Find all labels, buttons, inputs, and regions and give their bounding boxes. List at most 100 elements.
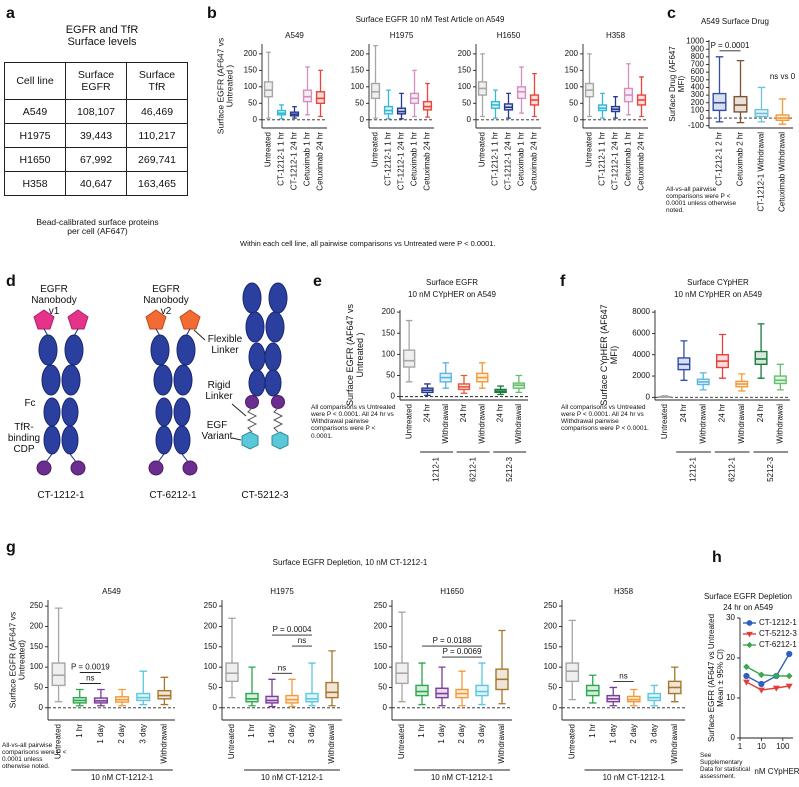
whisker-high <box>248 666 256 694</box>
y-tick-label: 0 <box>39 703 44 712</box>
box <box>157 690 172 700</box>
x-tick-label: Cetuximab 1 hr <box>410 132 419 187</box>
x-tick-label: 1 day <box>437 724 446 744</box>
y-tick-label: 250 <box>30 601 44 610</box>
x-tick-label: 3 day <box>307 724 316 744</box>
x-tick-label: Cetuximab 2 hr <box>736 132 745 187</box>
table-cell: 40,647 <box>65 171 127 196</box>
whisker-high <box>308 662 316 694</box>
panel-letter: d <box>6 273 16 290</box>
table-cell: 110,217 <box>126 123 188 148</box>
table-cell: A549 <box>4 99 66 124</box>
y-tick-label: 250 <box>544 601 558 610</box>
y-tick-label: 0 <box>574 115 579 124</box>
whisker-high <box>757 86 766 110</box>
whisker-high <box>139 670 148 694</box>
y-tick-label: 2000 <box>632 371 650 380</box>
whisker-high <box>719 333 726 355</box>
x-tick-label: CT-1212-1 1 hr <box>277 132 286 186</box>
table-row: H1975 39,443 110,217 <box>4 123 188 148</box>
y-tick-label: 50 <box>355 98 364 107</box>
table-cell: H358 <box>4 171 66 196</box>
y-axis-label: Surface EGFR (AF647 vs Untreated) <box>7 611 27 709</box>
whisker-high <box>328 650 336 683</box>
y-tick-label: 200 <box>374 622 388 631</box>
legend-marker <box>746 631 753 638</box>
whisker-high <box>425 82 430 102</box>
legend-label: CT-6212-1 <box>759 640 797 649</box>
x-tick-label: Cetuximab 1 hr <box>303 132 312 187</box>
y-tick-label: 250 <box>374 601 388 610</box>
whisker-high <box>498 629 506 670</box>
whisker-high <box>318 69 323 92</box>
whisker-high <box>292 105 297 113</box>
x-tick-label: CT-1212-1 24 hr <box>290 132 299 191</box>
whisker-low <box>418 695 426 706</box>
x-tick-label: 3 day <box>649 724 658 744</box>
whisker-low <box>458 697 466 707</box>
whisker-high <box>386 89 391 107</box>
box <box>422 100 433 111</box>
whisker-high <box>639 76 644 96</box>
y-tick-label: 200 <box>244 49 258 58</box>
y-tick-label: 6000 <box>632 329 650 338</box>
chart-subtitle: 24 hr on A549 <box>723 603 773 612</box>
y-tick-label: 100 <box>691 106 705 115</box>
y-tick-label: 200 <box>691 98 705 107</box>
significance-label: P = 0.0001 <box>711 41 750 50</box>
table-cell: 108,107 <box>65 99 127 124</box>
y-tick-label: 800 <box>691 52 705 61</box>
panel-letter: g <box>6 539 16 556</box>
group-label: 6212-1 <box>468 456 477 481</box>
whisker-high <box>75 688 84 698</box>
whisker-low <box>757 364 765 379</box>
whisker-low <box>589 695 597 704</box>
y-tick-label: 0 <box>700 113 705 122</box>
whisker-high <box>776 363 784 377</box>
significance-label: ns <box>86 674 94 683</box>
whisker-high <box>97 688 105 699</box>
box <box>315 91 326 104</box>
whisker-low <box>699 384 707 391</box>
y-tick-label: 150 <box>544 642 558 651</box>
group-label: 1212-1 <box>432 456 441 481</box>
box <box>370 82 381 100</box>
panel-title: Surface EGFR Depletion, 10 nM CT-1212-1 <box>273 558 428 567</box>
x-tick-label: 24 hr <box>459 404 468 423</box>
box <box>51 662 66 687</box>
x-tick-label: 10 <box>757 742 766 751</box>
x-tick-label: 2 day <box>287 724 296 744</box>
whisker-high <box>160 676 169 691</box>
x-tick-label: 1 day <box>267 724 276 744</box>
box <box>415 684 429 697</box>
whisker-high <box>532 72 537 96</box>
whisker-low <box>506 109 511 119</box>
x-tick-label: 2 day <box>457 724 466 744</box>
x-tick-label: Untreated <box>660 404 669 439</box>
x-tick-label: 3 day <box>138 724 147 744</box>
x-tick-label: 100 <box>776 742 790 751</box>
x-tick-label: Withdrawal <box>497 724 506 764</box>
whisker-low <box>680 369 688 381</box>
molecule-ct-6212-1 <box>145 309 206 476</box>
whisker-high <box>609 686 617 696</box>
table-cell: 269,741 <box>126 147 188 172</box>
x-tick-label: 24 hr <box>679 404 688 423</box>
diagram-label: EGFR Nanobody v1 <box>31 284 77 317</box>
y-tick-label: 150 <box>351 65 365 74</box>
y-tick-label: 100 <box>244 82 258 91</box>
whisker-high <box>268 678 276 697</box>
table: Cell line Surface EGFR Surface TfR A549 1… <box>4 62 188 196</box>
x-tick-label: Withdrawal <box>160 724 169 764</box>
table-cell: 67,992 <box>65 147 127 172</box>
diagram-label: TfR-binding CDP <box>7 422 41 455</box>
note: All comparisons vs Untreated were P < 0.… <box>311 404 396 440</box>
data-point <box>757 687 765 694</box>
whisker-high <box>412 69 417 94</box>
legend-marker <box>746 641 753 649</box>
table-header-cell: Surface EGFR <box>65 62 127 100</box>
x-tick-label: Cetuximab 24 hr <box>423 132 432 191</box>
series-line <box>746 666 790 677</box>
y-tick-label: 150 <box>374 642 388 651</box>
whisker-low <box>587 96 592 118</box>
